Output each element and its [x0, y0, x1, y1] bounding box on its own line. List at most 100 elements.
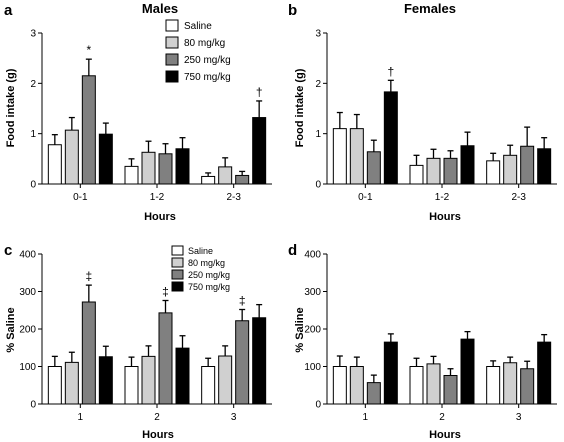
legend-swatch-80	[171, 257, 184, 268]
y-tick-label: 0	[30, 400, 36, 411]
x-tick-label: 2-3	[226, 192, 241, 203]
y-tick-label: 2	[30, 79, 36, 90]
bar-750mgkg-3	[537, 341, 552, 405]
bar-750mgkg-3	[252, 317, 267, 405]
panel-d-ylabel: % Saline	[294, 307, 306, 352]
significance-marker: ‡	[162, 285, 169, 299]
x-tick-label: 2	[154, 412, 160, 423]
bar-80mgkg-12	[141, 151, 156, 185]
bar-saline-1	[332, 366, 347, 405]
legend-swatch-250	[165, 53, 179, 66]
bar-saline-2	[124, 366, 139, 405]
bar-80mgkg-3	[218, 355, 233, 405]
bar-750mgkg-23	[252, 117, 267, 185]
panel-c-plot: 0 100 200 300 400 1 2 3 ‡ ‡ ‡	[19, 250, 272, 423]
bar-250mgkg-12	[443, 157, 458, 185]
bar-saline-1	[47, 366, 62, 405]
x-tick-label: 3	[516, 412, 522, 423]
bar-saline-23	[486, 160, 501, 185]
x-tick-label: 2-3	[511, 192, 526, 203]
y-tick-label: 200	[19, 325, 36, 336]
x-tick-label: 1-2	[150, 192, 165, 203]
legend-label-750: 750 mg/kg	[188, 282, 230, 292]
legend-label-250: 250 mg/kg	[184, 55, 231, 66]
panel-c: c % Saline Hours 0 100 200 300 400 1 2 3 ‡ ‡ ‡ Sal…	[4, 242, 272, 441]
bar-250mgkg-1	[366, 382, 381, 405]
bar-saline-01	[47, 144, 62, 185]
panel-a: a Males Food intake (g) Hours 0 1 2 3 0-1 1-2…	[4, 1, 272, 223]
legend-label-80: 80 mg/kg	[188, 258, 225, 268]
significance-marker: ‡	[239, 294, 246, 308]
legend-swatch-saline	[165, 19, 179, 32]
y-tick-label: 3	[315, 29, 321, 40]
panel-a-legend: Saline 80 mg/kg 250 mg/kg 750 mg/kg	[165, 19, 231, 83]
bar-250mgkg-01	[81, 75, 96, 185]
bar-80mgkg-12	[426, 157, 441, 185]
bar-80mgkg-01	[349, 128, 364, 185]
y-tick-label: 200	[304, 325, 321, 336]
legend-label-750: 750 mg/kg	[184, 72, 231, 83]
bar-80mgkg-23	[503, 154, 518, 185]
panel-letter-d: d	[288, 242, 297, 259]
legend-label-250: 250 mg/kg	[188, 270, 230, 280]
panel-b-ylabel: Food intake (g)	[294, 68, 306, 147]
bar-80mgkg-1	[349, 366, 364, 405]
y-tick-label: 300	[304, 287, 321, 298]
x-tick-label: 2	[439, 412, 445, 423]
bar-saline-2	[409, 366, 424, 405]
legend-swatch-250	[171, 269, 184, 280]
x-tick-label: 0-1	[358, 192, 373, 203]
legend-label-saline: Saline	[184, 21, 212, 32]
bar-250mgkg-12	[158, 153, 173, 185]
panel-letter-c: c	[4, 242, 12, 259]
bar-saline-23	[201, 175, 216, 185]
bar-750mgkg-1	[98, 356, 113, 405]
panel-a-ylabel: Food intake (g)	[5, 68, 17, 147]
legend-swatch-750	[165, 70, 179, 83]
panel-b: b Females Food intake (g) Hours 0 1 2 3 0-1 1…	[288, 1, 557, 223]
y-tick-label: 0	[315, 400, 321, 411]
panel-d: d % Saline Hours 0 100 200 300 400 1 2 3	[288, 242, 557, 441]
significance-marker: ‡	[85, 269, 92, 283]
bar-saline-01	[332, 128, 347, 185]
x-tick-label: 1	[78, 412, 84, 423]
y-tick-label: 0	[315, 180, 321, 191]
panel-letter-b: b	[288, 2, 297, 19]
y-tick-label: 300	[19, 287, 36, 298]
y-tick-label: 2	[315, 79, 321, 90]
y-tick-label: 400	[19, 250, 36, 261]
bar-250mgkg-3	[235, 320, 250, 405]
bar-250mgkg-1	[81, 301, 96, 405]
bar-750mgkg-01	[383, 91, 398, 185]
panel-a-plot: 0 1 2 3 0-1 1-2 2-3 * †	[30, 29, 272, 203]
significance-marker: *	[86, 43, 91, 57]
bar-250mgkg-23	[520, 145, 535, 185]
bar-750mgkg-2	[460, 338, 475, 405]
panel-b-plot: 0 1 2 3 0-1 1-2 2-3 †	[315, 29, 557, 203]
panel-d-plot: 0 100 200 300 400 1 2 3	[304, 250, 557, 423]
x-tick-label: 1-2	[435, 192, 450, 203]
bar-750mgkg-23	[537, 148, 552, 185]
panel-c-legend: Saline 80 mg/kg 250 mg/kg 750 mg/kg	[171, 245, 230, 292]
legend-label-80: 80 mg/kg	[184, 38, 225, 49]
y-tick-label: 0	[30, 180, 36, 191]
bar-250mgkg-3	[520, 368, 535, 405]
bar-250mgkg-01	[366, 151, 381, 185]
panel-a-xlabel: Hours	[144, 211, 176, 223]
panel-d-xlabel: Hours	[429, 429, 461, 441]
bar-80mgkg-01	[64, 129, 79, 185]
bar-250mgkg-2	[443, 375, 458, 405]
legend-swatch-80	[165, 36, 179, 49]
bar-750mgkg-12	[175, 148, 190, 185]
x-tick-label: 0-1	[73, 192, 88, 203]
bar-saline-12	[124, 165, 139, 185]
panel-letter-a: a	[4, 2, 13, 19]
bar-750mgkg-1	[383, 341, 398, 405]
significance-marker: †	[387, 64, 394, 78]
bar-750mgkg-12	[460, 145, 475, 185]
panel-a-title: Males	[142, 1, 178, 16]
bar-80mgkg-23	[218, 166, 233, 185]
bar-80mgkg-2	[426, 363, 441, 405]
bar-250mgkg-2	[158, 312, 173, 405]
